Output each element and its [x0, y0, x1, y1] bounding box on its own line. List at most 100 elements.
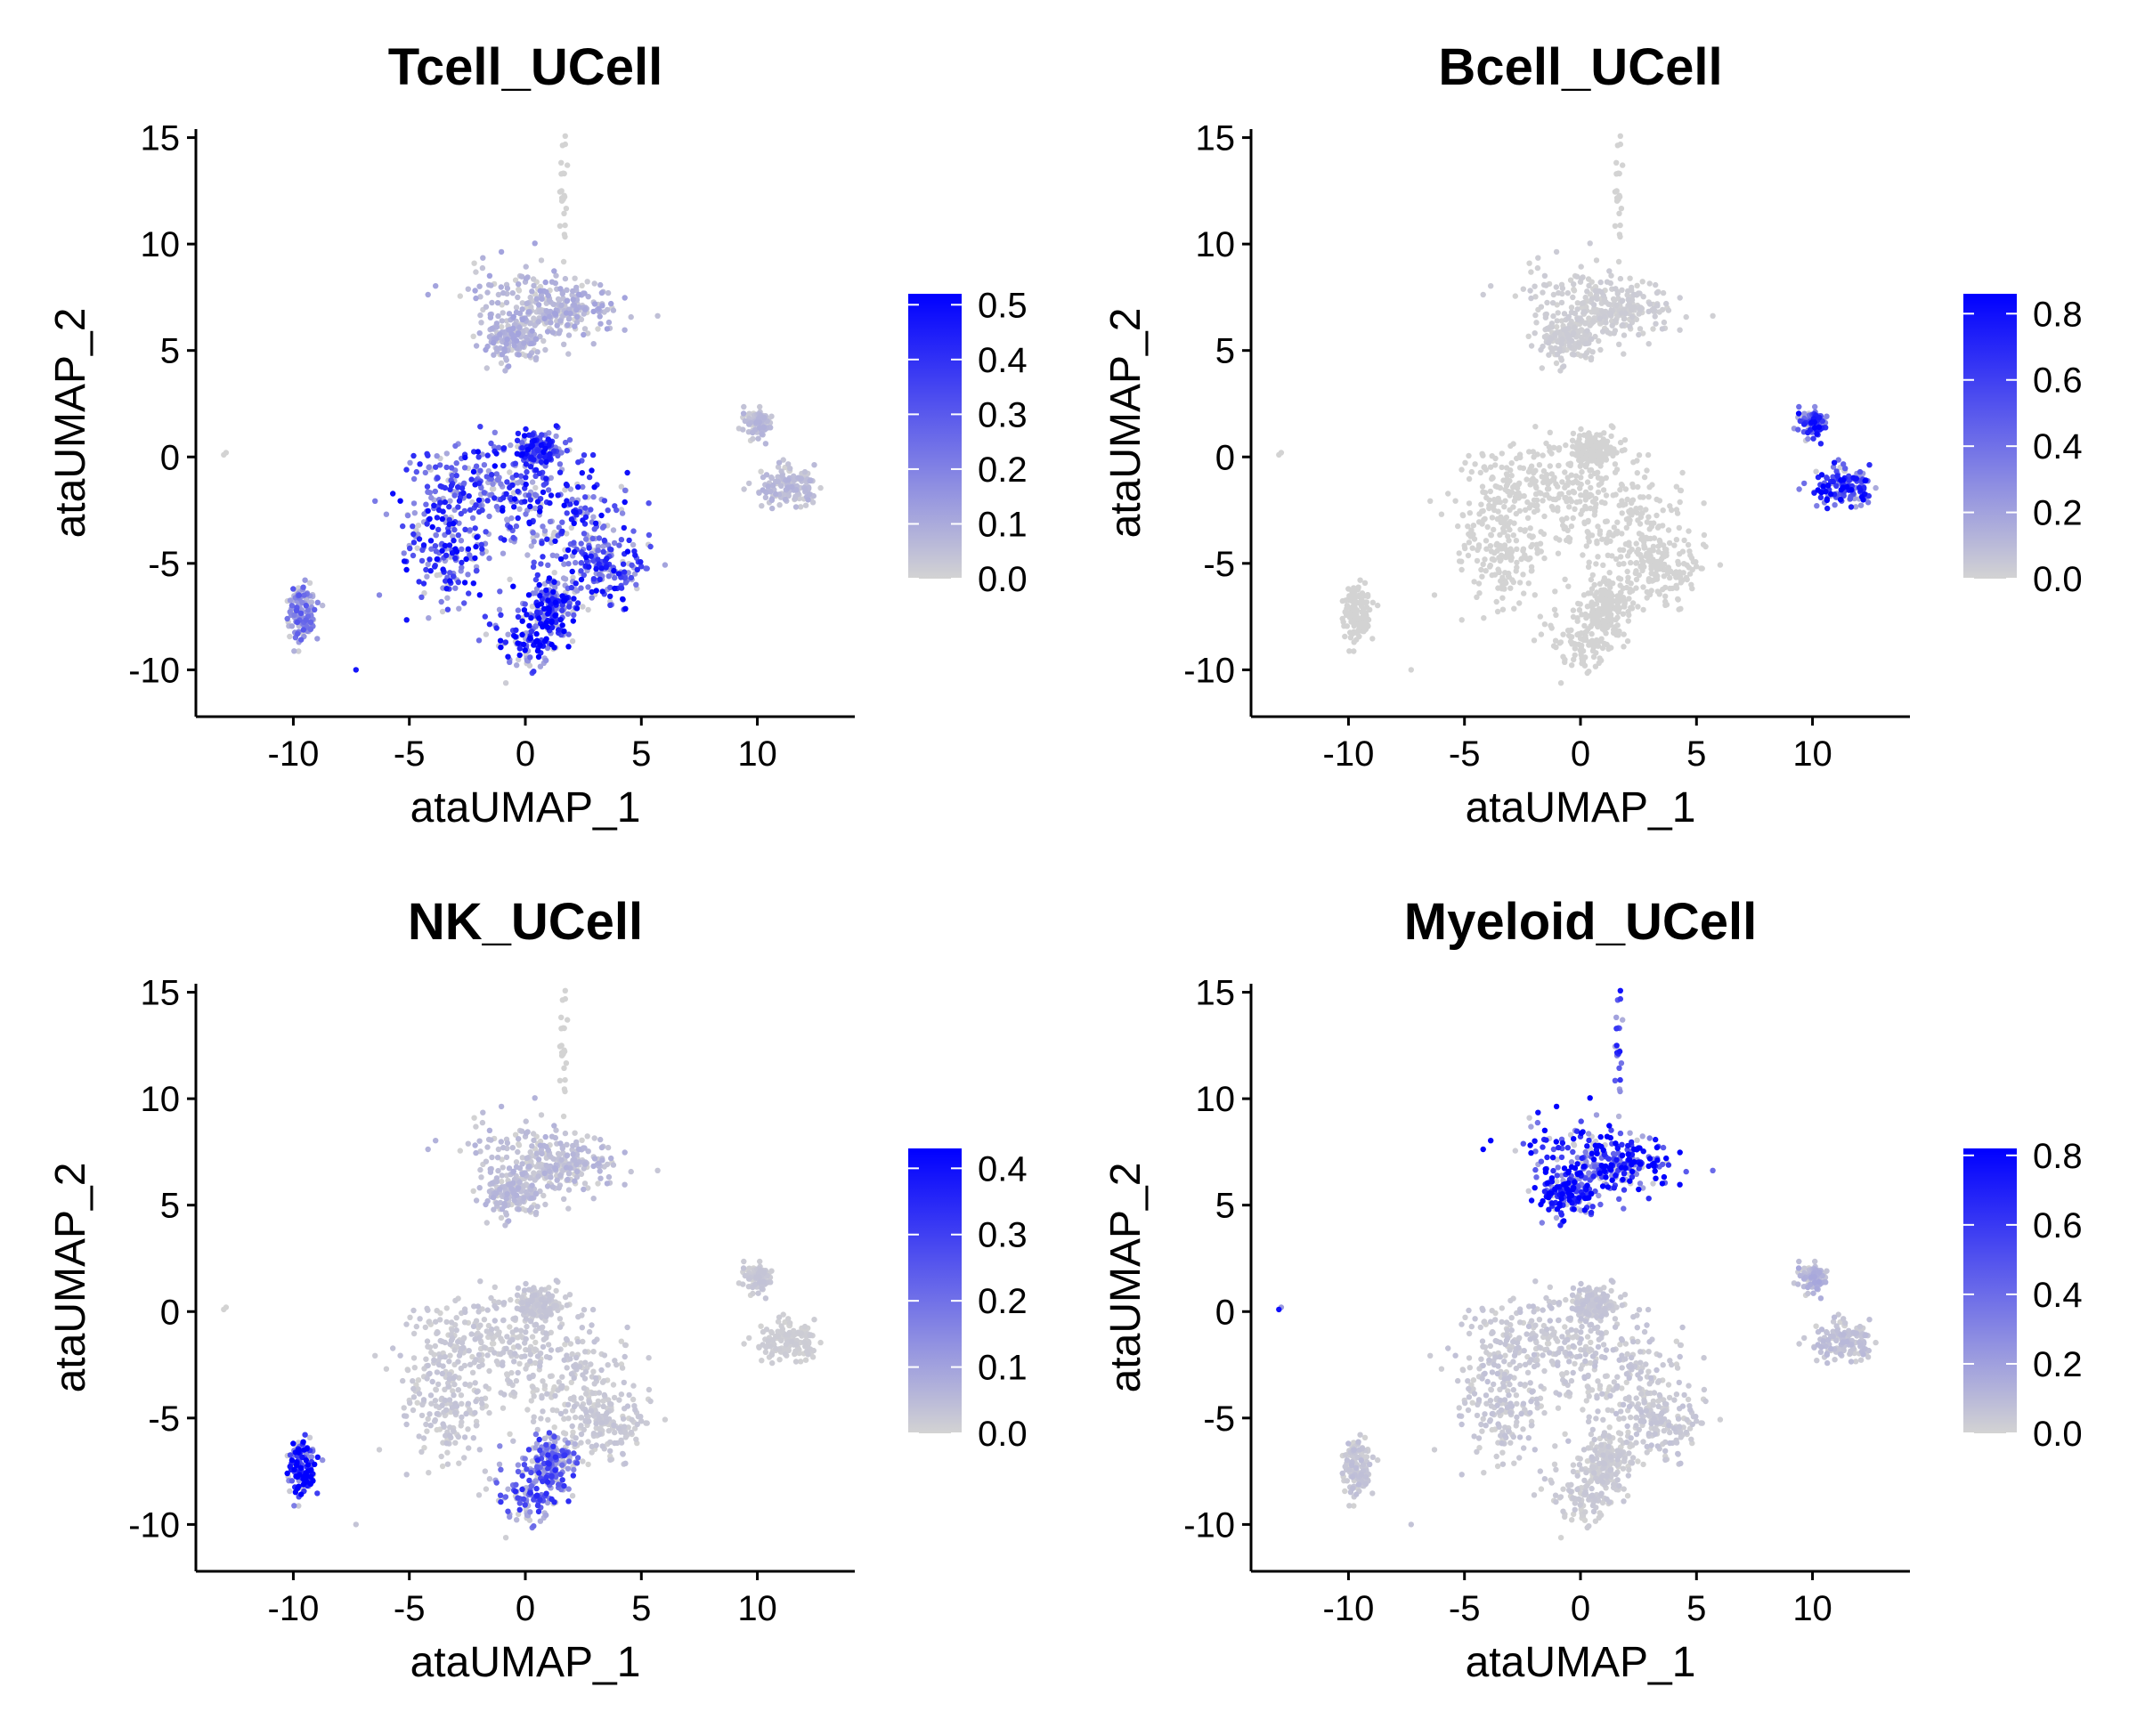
point	[287, 633, 293, 640]
point	[506, 327, 512, 333]
point	[1655, 543, 1662, 549]
point	[459, 564, 465, 571]
point	[1516, 480, 1523, 486]
point	[573, 284, 580, 291]
x-tick-label: 10	[737, 734, 777, 774]
point	[802, 1357, 809, 1363]
point	[562, 439, 569, 446]
point	[495, 291, 502, 298]
point	[451, 538, 457, 544]
point	[1564, 290, 1572, 296]
point	[1499, 595, 1506, 601]
point	[570, 296, 576, 303]
point	[1636, 452, 1643, 458]
point	[541, 454, 548, 460]
point	[1617, 275, 1624, 282]
point	[770, 1337, 776, 1343]
point	[421, 590, 427, 596]
point	[1486, 502, 1492, 508]
point	[527, 464, 534, 470]
point	[1346, 612, 1353, 618]
point	[532, 336, 540, 342]
y-tick-label: 5	[1215, 332, 1235, 371]
point	[779, 473, 785, 479]
point	[585, 1461, 591, 1468]
point	[1675, 596, 1681, 603]
point	[565, 611, 572, 617]
point	[524, 446, 532, 453]
point	[545, 1416, 551, 1424]
point	[1717, 562, 1724, 568]
point	[1574, 618, 1580, 624]
point	[486, 555, 492, 562]
panel-2: Bcell_UCell-10 -5 0 5 10-10-5051015ataUMAP_1…	[1102, 38, 2083, 831]
point	[1585, 564, 1592, 570]
point	[294, 619, 301, 626]
point	[612, 503, 618, 509]
point	[1556, 289, 1562, 296]
point	[484, 289, 491, 296]
point	[1676, 606, 1682, 612]
point	[1466, 452, 1472, 459]
point	[768, 475, 775, 482]
point	[1625, 553, 1631, 559]
point	[1577, 647, 1583, 653]
point	[1570, 607, 1577, 613]
point	[1616, 210, 1622, 216]
point	[549, 1407, 556, 1414]
point	[462, 526, 468, 532]
point	[433, 283, 439, 289]
point	[545, 487, 552, 493]
point	[590, 576, 597, 582]
point	[595, 1180, 601, 1187]
point	[787, 466, 793, 472]
point	[474, 534, 480, 540]
point	[542, 279, 548, 286]
point	[519, 300, 525, 306]
point	[533, 630, 540, 637]
point	[761, 414, 768, 421]
point	[775, 474, 781, 480]
point	[1513, 538, 1520, 544]
point	[424, 573, 430, 580]
point	[519, 450, 525, 458]
point	[550, 588, 557, 595]
point	[1520, 286, 1527, 292]
point	[1862, 477, 1868, 484]
point	[540, 523, 546, 530]
y-tick-label: 10	[141, 225, 181, 264]
point	[773, 491, 779, 498]
point	[1857, 502, 1865, 508]
point	[1572, 641, 1579, 647]
point	[401, 558, 408, 564]
point	[1493, 598, 1499, 605]
point	[596, 1390, 603, 1396]
point	[472, 288, 478, 294]
point	[537, 288, 543, 294]
point	[447, 486, 453, 493]
point	[1510, 579, 1517, 586]
point	[534, 499, 541, 505]
point	[750, 435, 756, 442]
point	[418, 1412, 426, 1419]
point	[597, 313, 603, 320]
point	[499, 324, 505, 330]
point	[741, 1258, 747, 1265]
point	[562, 597, 568, 604]
point	[646, 531, 653, 539]
point	[563, 1060, 570, 1067]
point	[740, 426, 746, 433]
point	[1621, 631, 1627, 637]
point	[575, 459, 581, 466]
point	[444, 595, 451, 601]
point	[1629, 313, 1636, 320]
y-tick-label: 0	[160, 438, 180, 477]
point	[1530, 449, 1537, 455]
point	[1548, 345, 1556, 352]
point	[1613, 491, 1619, 498]
point	[1466, 539, 1473, 546]
point	[1579, 468, 1585, 475]
point	[442, 542, 449, 549]
point	[557, 616, 564, 623]
point	[1617, 487, 1623, 493]
